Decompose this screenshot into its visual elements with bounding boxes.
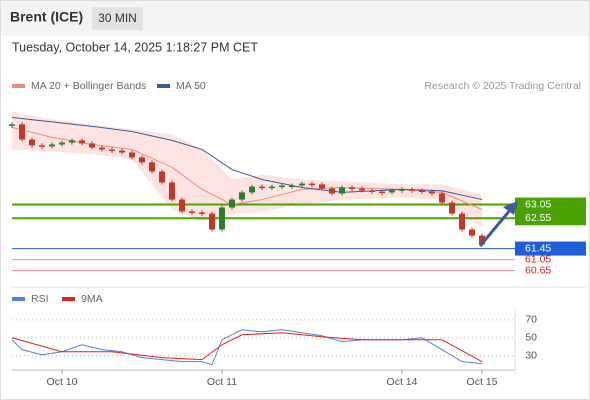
candle (119, 150, 125, 153)
credit: Research © 2025 Trading Central (424, 80, 581, 92)
level-label-box (515, 241, 586, 256)
candle (179, 199, 185, 212)
candle (229, 199, 235, 208)
candle (79, 140, 85, 144)
x-tick-label: Oct 15 (467, 376, 498, 388)
candle (279, 185, 285, 188)
candle (419, 190, 425, 192)
bollinger-band (12, 111, 482, 228)
candle (329, 188, 335, 194)
candle (469, 229, 475, 236)
candle (19, 124, 25, 140)
candle (379, 191, 385, 194)
subtitle: Tuesday, October 14, 2025 1:18:27 PM CET (12, 40, 258, 54)
level-label-box (515, 211, 586, 226)
candle (249, 186, 255, 193)
projection-arrow (478, 201, 518, 247)
legend-label: MA 20 + Bollinger Bands (31, 80, 146, 92)
candle (139, 157, 145, 163)
timeframe: 30 MIN (98, 11, 137, 25)
legend-label: MA 50 (176, 80, 206, 92)
candle (309, 183, 315, 186)
candle (29, 139, 35, 146)
candle (429, 191, 435, 194)
candle (89, 143, 95, 148)
candle (339, 187, 345, 194)
candle (269, 186, 275, 189)
y-tick-label: 50 (525, 332, 537, 344)
header-bar (1, 1, 589, 36)
candle (259, 186, 265, 189)
level-label: 62.55 (525, 212, 551, 224)
candle (129, 152, 135, 158)
candle (349, 187, 355, 189)
candle (369, 190, 375, 192)
candle (209, 213, 215, 230)
candle (59, 142, 65, 145)
chart-title: Brent (ICE) (10, 9, 83, 25)
candle (99, 147, 105, 150)
y-tick-label: 70 (525, 314, 537, 326)
arrow-shaft (478, 208, 513, 247)
legend-label: 9MA (81, 293, 103, 305)
candle (299, 183, 305, 186)
candle (39, 145, 45, 147)
candle (409, 189, 415, 191)
candle (219, 207, 225, 230)
candle (389, 190, 395, 193)
rsi-line (11, 332, 483, 363)
timeframe-box (92, 7, 143, 30)
candle (449, 202, 455, 214)
candle (289, 185, 295, 188)
level-label: 61.45 (525, 242, 551, 254)
candle (149, 162, 155, 172)
x-tick-label: Oct 14 (387, 376, 418, 388)
candle (69, 140, 75, 143)
candle (439, 193, 445, 203)
candle (9, 124, 15, 126)
candle (399, 189, 405, 191)
candle (189, 211, 195, 213)
level-label: 60.65 (525, 264, 551, 276)
level-label: 61.05 (525, 253, 551, 265)
y-tick-label: 30 (525, 349, 537, 361)
candle (49, 144, 55, 147)
arrow-head (503, 201, 518, 215)
level-label-box (515, 197, 586, 212)
candle (159, 171, 165, 183)
candle (459, 213, 465, 230)
candle (199, 212, 205, 215)
x-tick-label: Oct 10 (47, 376, 78, 388)
candle (479, 235, 485, 245)
candle (239, 192, 245, 200)
candle (359, 188, 365, 191)
legend-label: RSI (31, 293, 49, 305)
candle (319, 184, 325, 189)
level-label: 63.05 (525, 198, 551, 210)
x-tick-label: Oct 11 (207, 376, 237, 388)
candle (109, 149, 115, 151)
candle (169, 182, 175, 200)
